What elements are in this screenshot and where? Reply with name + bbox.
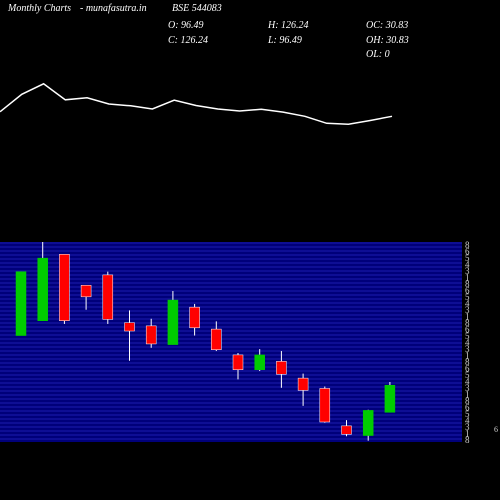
y-tick-label: 8: [465, 435, 470, 445]
y-tick-label: 3: [465, 344, 470, 354]
candle-down: [276, 361, 287, 375]
ol-value: OL: 0: [366, 49, 390, 60]
candle-down: [145, 325, 157, 345]
y-tick-label: 5: [465, 253, 470, 263]
oc-value: OC: 30.83: [366, 20, 409, 31]
y-tick-label: 4: [465, 299, 470, 309]
y-tick-label: 1: [465, 312, 470, 322]
y-tick-label: 5: [465, 370, 470, 380]
trend-line: [0, 82, 393, 126]
y-tick-label: 8: [465, 279, 470, 289]
y-tick-label: 4: [465, 260, 470, 270]
y-tick-label: 6: [465, 286, 470, 296]
trend-line-layer: [0, 82, 393, 126]
candle-down: [297, 377, 309, 391]
candle-down: [189, 306, 200, 329]
y-tick-label: 3: [465, 383, 470, 393]
candle-down: [319, 388, 331, 423]
y-tick-label: 8: [465, 318, 470, 328]
y-tick-label: 6: [465, 325, 470, 335]
candles-layer: [15, 242, 396, 441]
candle-down: [102, 274, 114, 320]
source-label: - munafasutra.in: [80, 3, 147, 14]
candle-up: [254, 354, 265, 370]
y-tick-label: 6: [465, 364, 470, 374]
y-tick-label: 8: [465, 240, 470, 250]
high-value: H: 126.24: [268, 20, 309, 31]
candle-down: [124, 322, 135, 332]
y-tick-label: 3: [465, 422, 470, 432]
candle-down: [80, 284, 92, 298]
candle-down: [211, 328, 222, 350]
y-tick-label: 1: [465, 351, 470, 361]
y-tick-label: 4: [465, 338, 470, 348]
y-tick-label: 4: [465, 416, 470, 426]
site-label: Monthly Charts: [8, 3, 72, 14]
y-tick-label: 4: [465, 377, 470, 387]
y-tick-label: 1: [465, 429, 470, 439]
candle-up: [37, 257, 48, 321]
y-tick-label: 5: [465, 409, 470, 419]
y-tick-label: 8: [465, 396, 470, 406]
open-value: O: 96.49: [168, 20, 204, 31]
candle-up: [15, 271, 27, 336]
y-tick-label: 5: [465, 292, 470, 302]
y-tick-label: 3: [465, 305, 470, 315]
y-tick-label: 6: [465, 247, 470, 257]
oh-value: OH: 30.83: [366, 35, 409, 46]
low-value: L: 96.49: [268, 35, 302, 46]
y-tick-label: 1: [465, 273, 470, 283]
side-value-label: 6: [494, 425, 498, 434]
y-tick-label: 8: [465, 357, 470, 367]
candle-up: [362, 410, 374, 436]
y-tick-label: 1: [465, 390, 470, 400]
candle-up: [384, 384, 396, 413]
symbol-label: BSE 544083: [172, 3, 222, 14]
y-tick-label: 6: [465, 403, 470, 413]
y-tick-label: 5: [465, 331, 470, 341]
close-value: C: 126.24: [168, 35, 208, 46]
y-tick-label: 3: [465, 266, 470, 276]
candle-down: [59, 254, 70, 321]
candle-down: [232, 354, 244, 370]
candle-up: [167, 299, 179, 345]
candle-down: [341, 425, 352, 435]
